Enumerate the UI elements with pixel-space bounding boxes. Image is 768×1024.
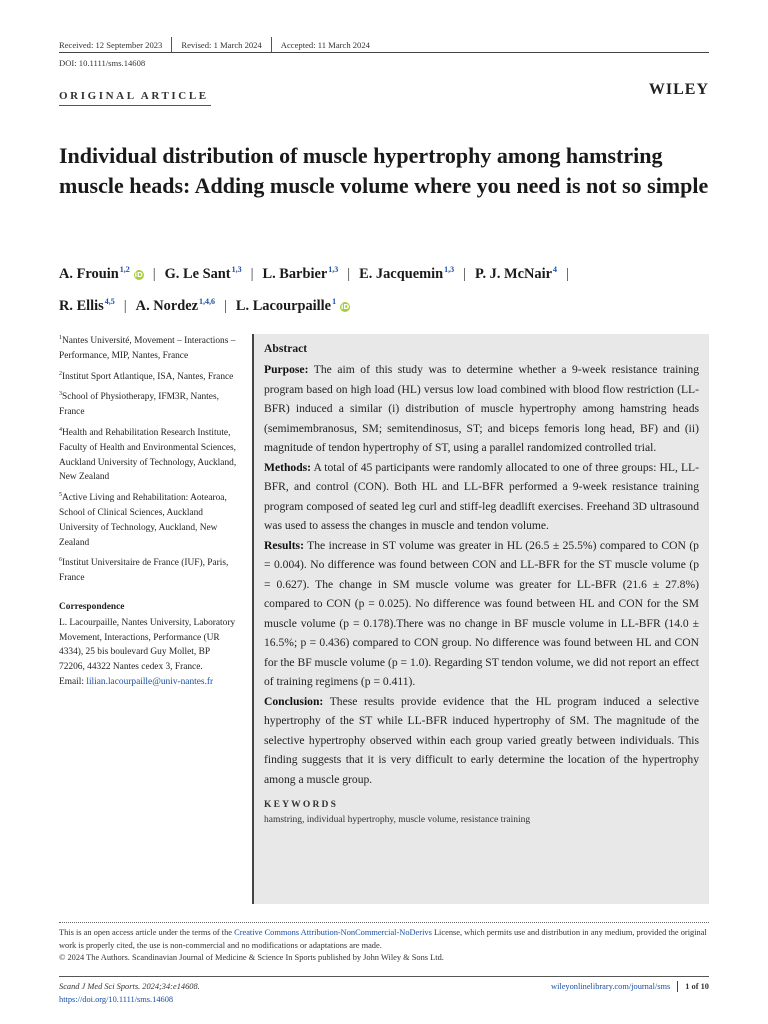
affiliation: 6Institut Universitaire de France (IUF),… [59, 557, 229, 584]
footer-rule [59, 976, 709, 977]
article-type-underline [59, 105, 211, 106]
keywords-heading: KEYWORDS [264, 800, 339, 810]
affiliation: 2Institut Sport Atlantique, ISA, Nantes,… [59, 370, 234, 382]
abstract-conclusion: Conclusion: These results provide eviden… [264, 694, 699, 786]
correspondence-email: Email: lilian.lacourpaille@univ-nantes.f… [59, 676, 214, 687]
license-link[interactable]: Creative Commons Attribution-NonCommerci… [234, 928, 432, 937]
received-date: Received: 12 September 2023 [59, 39, 163, 50]
author[interactable]: L. Lacourpaille1iD [235, 297, 351, 314]
author[interactable]: R. Ellis4,5 [59, 297, 115, 314]
date-divider [171, 37, 173, 52]
journal-link[interactable]: wileyonlinelibrary.com/journal/sms [551, 982, 671, 991]
copyright: © 2024 The Authors. Scandinavian Journal… [59, 953, 444, 962]
doi: DOI: 10.1111/sms.14608 [59, 58, 146, 68]
correspondence-heading: Correspondence [59, 601, 125, 612]
abstract-heading: Abstract [264, 342, 308, 355]
article-title: Individual distribution of muscle hypert… [59, 143, 709, 198]
author[interactable]: P. J. McNair4 [474, 265, 557, 282]
license-notice: This is an open access article under the… [59, 928, 707, 962]
abstract-box: Abstract Purpose: The aim of this study … [252, 334, 709, 904]
publisher-logo: WILEY [648, 81, 709, 98]
author[interactable]: L. Barbier1,3 [262, 265, 339, 282]
author[interactable]: G. Le Sant1,3 [164, 265, 242, 282]
abstract-purpose: Purpose: The aim of this study was to de… [264, 363, 699, 454]
date-divider [270, 37, 272, 52]
article-type: ORIGINAL ARTICLE [59, 90, 209, 102]
article-dates: Received: 12 September 2023 Revised: 1 M… [59, 37, 370, 52]
author[interactable]: A. Nordez1,4,6 [135, 297, 216, 314]
page-number: 1 of 10 [685, 982, 709, 991]
footer-citation: Scand J Med Sci Sports. 2024;34:e14608. … [59, 981, 200, 1006]
email-link[interactable]: lilian.lacourpaille@univ-nantes.fr [86, 676, 214, 687]
citation: Scand J Med Sci Sports. 2024;34:e14608. [59, 982, 200, 991]
header-rule [59, 52, 709, 53]
affiliation: 4Health and Rehabilitation Research Inst… [59, 426, 237, 483]
abstract-methods: Methods: A total of 45 participants were… [264, 460, 699, 533]
abstract-results: Results: The increase in ST volume was g… [264, 538, 699, 689]
affiliation: 3School of Physiotherapy, IFM3R, Nantes,… [59, 391, 219, 418]
license-divider [59, 922, 709, 923]
accepted-date: Accepted: 11 March 2024 [280, 39, 370, 50]
orcid-icon[interactable]: iD [133, 270, 144, 280]
author[interactable]: A. Frouin1,2iD [59, 265, 144, 282]
orcid-icon[interactable]: iD [340, 302, 351, 312]
keywords: hamstring, individual hypertrophy, muscl… [264, 815, 531, 825]
doi-link[interactable]: https://doi.org/10.1111/sms.14608 [59, 994, 174, 1004]
author[interactable]: E. Jacquemin1,3 [359, 265, 455, 282]
affiliation: 1Nantes Université, Movement – Interacti… [59, 335, 236, 361]
footer-divider [677, 981, 679, 992]
author-list: A. Frouin1,2iD | G. Le Sant1,3 | L. Barbier1… [59, 265, 569, 314]
correspondence-address: L. Lacourpaille, Nantes University, Labo… [59, 617, 236, 673]
revised-date: Revised: 1 March 2024 [181, 39, 262, 50]
affiliations: 1Nantes Université, Movement – Interacti… [59, 331, 237, 690]
affiliation: 5Active Living and Rehabilitation: Aotea… [59, 492, 227, 548]
footer-right: wileyonlinelibrary.com/journal/sms 1 of … [551, 981, 709, 992]
